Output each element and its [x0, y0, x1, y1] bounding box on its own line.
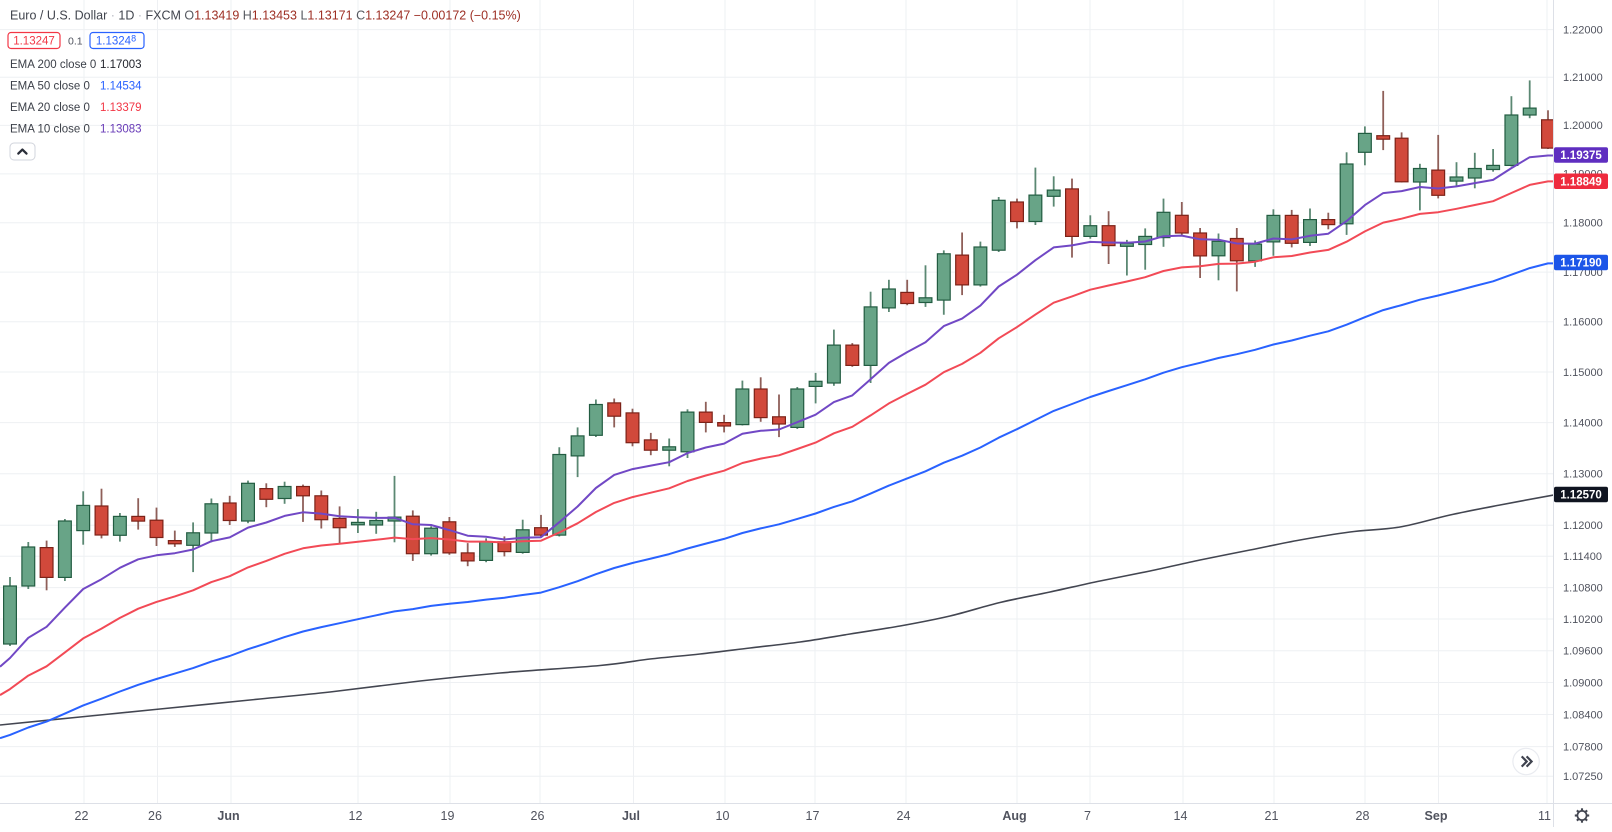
svg-text:1.08400: 1.08400 [1563, 709, 1603, 721]
svg-text:1.11400: 1.11400 [1563, 551, 1602, 563]
svg-text:0.1: 0.1 [68, 36, 83, 48]
svg-text:7: 7 [1084, 809, 1091, 823]
svg-text:1.13248: 1.13248 [96, 34, 136, 48]
svg-text:1.15000: 1.15000 [1563, 367, 1603, 379]
svg-text:26: 26 [531, 809, 545, 823]
svg-text:14: 14 [1174, 809, 1188, 823]
svg-text:1.17003: 1.17003 [100, 59, 142, 71]
svg-text:1.12570: 1.12570 [1560, 490, 1602, 502]
svg-text:1.09600: 1.09600 [1563, 646, 1603, 658]
svg-text:12: 12 [349, 809, 363, 823]
svg-text:1.13379: 1.13379 [100, 102, 142, 114]
svg-text:Jun: Jun [217, 809, 239, 823]
svg-text:1.17190: 1.17190 [1560, 258, 1602, 270]
svg-text:21: 21 [1265, 809, 1279, 823]
svg-text:11: 11 [1538, 809, 1551, 823]
svg-text:Jul: Jul [622, 809, 640, 823]
svg-text:EMA 50 close 0: EMA 50 close 0 [10, 81, 90, 93]
svg-text:Sep: Sep [1425, 809, 1448, 823]
svg-text:28: 28 [1356, 809, 1370, 823]
svg-text:EMA 200 close 0: EMA 200 close 0 [10, 59, 96, 71]
svg-text:1.13000: 1.13000 [1563, 469, 1603, 481]
svg-text:1.13247: 1.13247 [13, 36, 55, 48]
svg-text:EMA 10 close 0: EMA 10 close 0 [10, 124, 90, 136]
svg-text:1.07250: 1.07250 [1563, 771, 1603, 783]
svg-text:1.14534: 1.14534 [100, 81, 142, 93]
svg-text:26: 26 [148, 809, 162, 823]
svg-text:24: 24 [897, 809, 911, 823]
svg-text:1.22000: 1.22000 [1563, 24, 1603, 36]
svg-text:22: 22 [75, 809, 89, 823]
svg-text:1.07800: 1.07800 [1563, 741, 1603, 753]
svg-text:1.10800: 1.10800 [1563, 582, 1603, 594]
svg-text:EMA 20 close 0: EMA 20 close 0 [10, 102, 90, 114]
svg-text:1.10200: 1.10200 [1563, 614, 1603, 626]
svg-text:10: 10 [716, 809, 730, 823]
svg-text:1.16000: 1.16000 [1563, 317, 1603, 329]
svg-text:1.13083: 1.13083 [100, 124, 142, 136]
svg-text:17: 17 [806, 809, 820, 823]
svg-text:19: 19 [441, 809, 455, 823]
svg-text:1.18849: 1.18849 [1560, 176, 1602, 188]
svg-text:1.19375: 1.19375 [1560, 150, 1602, 162]
svg-text:Euro / U.S. Dollar · 1D · FXCM: Euro / U.S. Dollar · 1D · FXCM O1.13419 … [10, 9, 521, 23]
svg-text:1.20000: 1.20000 [1563, 120, 1603, 132]
svg-text:1.09000: 1.09000 [1563, 677, 1603, 689]
svg-text:Aug: Aug [1002, 809, 1026, 823]
svg-text:1.21000: 1.21000 [1563, 72, 1603, 84]
svg-text:1.18000: 1.18000 [1563, 218, 1603, 230]
svg-text:1.12000: 1.12000 [1563, 520, 1603, 532]
svg-text:1.14000: 1.14000 [1563, 417, 1603, 429]
